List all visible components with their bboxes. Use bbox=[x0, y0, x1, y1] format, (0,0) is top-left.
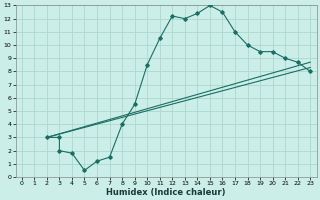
X-axis label: Humidex (Indice chaleur): Humidex (Indice chaleur) bbox=[106, 188, 226, 197]
